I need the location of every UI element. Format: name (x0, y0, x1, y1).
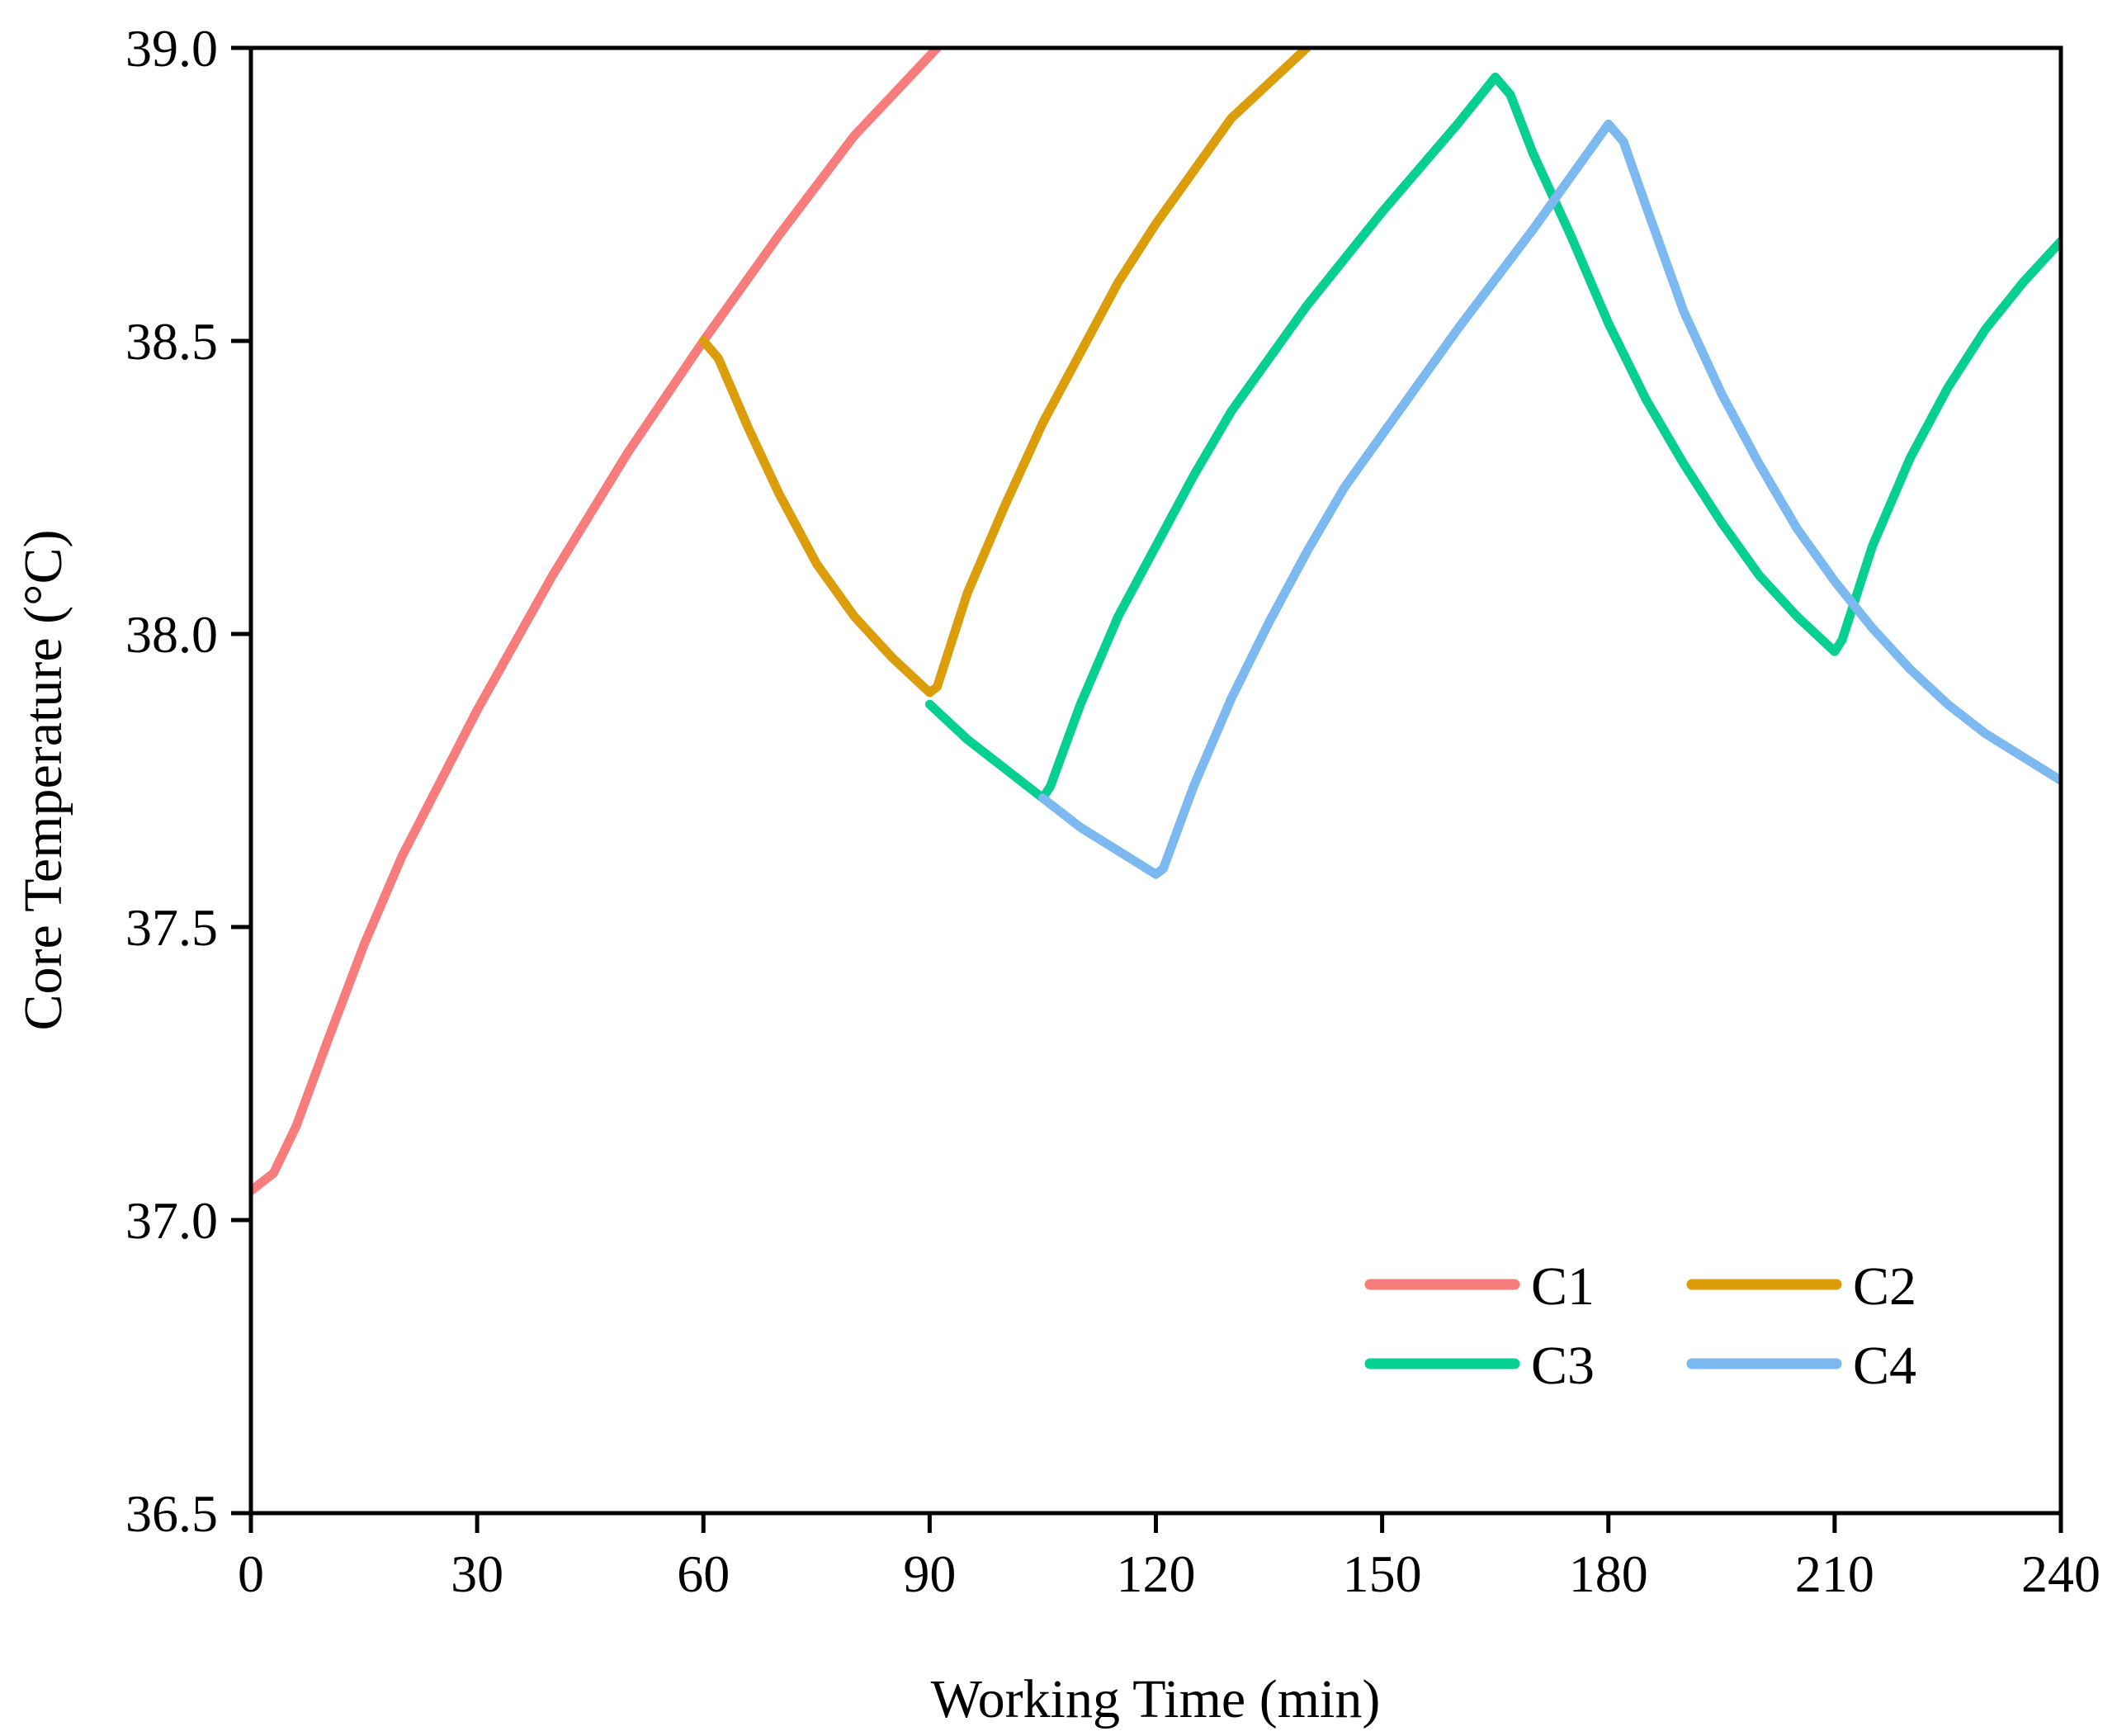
y-tick-label: 38.5 (125, 312, 218, 371)
x-tick-label: 120 (1117, 1544, 1196, 1603)
y-tick-label: 36.5 (125, 1484, 218, 1543)
x-tick-label: 210 (1795, 1544, 1874, 1603)
x-tick-label: 30 (451, 1544, 503, 1603)
plot-frame (248, 45, 2063, 1516)
x-tick-label: 150 (1343, 1544, 1422, 1603)
series-layer (251, 48, 2061, 1195)
x-tick-label: 90 (903, 1544, 956, 1603)
x-axis-title: Working Time (min) (931, 1669, 1381, 1729)
x-tick-label: 60 (677, 1544, 730, 1603)
axis-ticks (231, 45, 2063, 1533)
legend-label-c2: C2 (1853, 1256, 1916, 1317)
series-line-c3 (924, 73, 2061, 803)
y-axis-title: Core Temperature (°C) (13, 530, 73, 1031)
legend-label-c4: C4 (1853, 1336, 1916, 1396)
y-tick-label: 38.0 (125, 605, 218, 664)
series-line-c2 (698, 48, 1311, 698)
x-tick-label: 180 (1569, 1544, 1648, 1603)
x-tick-label: 240 (2021, 1544, 2100, 1603)
x-tick-label: 0 (238, 1544, 264, 1603)
legend-label-c1: C1 (1531, 1256, 1595, 1317)
legend-label-c3: C3 (1531, 1336, 1595, 1396)
y-tick-label: 39.0 (125, 19, 218, 78)
series-line-c1 (251, 48, 942, 1195)
tick-labels: 0 30 60 90 120 150 180 210 240 36.5 37.0 37.5 38.0 38… (125, 19, 2100, 1603)
y-tick-label: 37.5 (125, 898, 218, 957)
legend: C1 C2 C3 C4 (1364, 1256, 1916, 1396)
series-line-c4 (1037, 119, 2061, 879)
y-tick-label: 37.0 (125, 1191, 218, 1250)
